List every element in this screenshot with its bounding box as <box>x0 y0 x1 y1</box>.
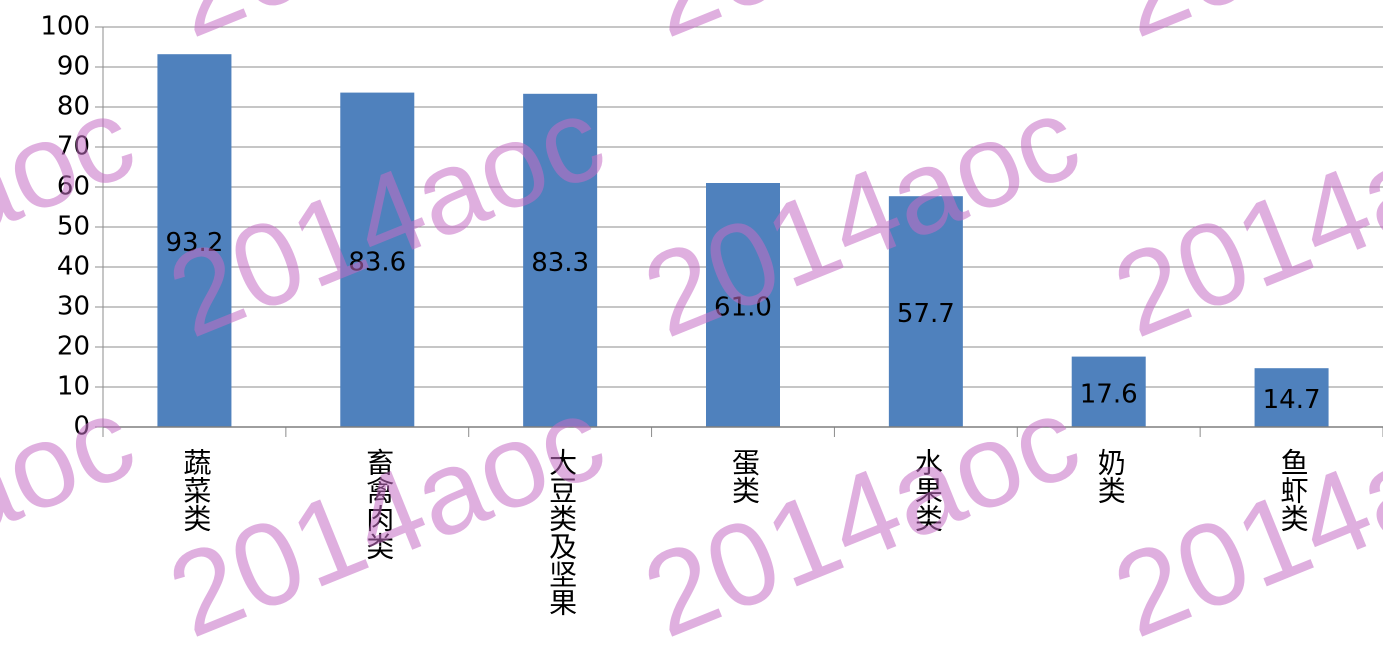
bar <box>157 54 232 427</box>
value-label: 14.7 <box>1263 385 1321 415</box>
value-label: 57.7 <box>897 299 955 329</box>
y-tick-label: 0 <box>73 412 90 442</box>
x-tick-label: 鱼虾类 <box>1277 448 1310 532</box>
y-tick-label: 30 <box>57 292 90 322</box>
watermark: 2014aoc <box>0 371 151 657</box>
y-tick-label: 10 <box>57 372 90 402</box>
value-label: 93.2 <box>165 228 223 258</box>
value-label: 83.3 <box>531 248 589 278</box>
y-tick-label: 60 <box>57 172 90 202</box>
bar <box>1071 356 1146 427</box>
watermark: 2014aoc <box>627 71 1096 363</box>
bar <box>1254 368 1329 427</box>
watermark: 2014aoc <box>627 371 1096 657</box>
watermark: 2014aoc <box>627 0 1096 63</box>
x-tick-label: 奶类 <box>1094 448 1127 504</box>
bar <box>523 93 598 428</box>
y-tick-label: 50 <box>57 212 90 242</box>
bar <box>340 92 415 427</box>
bar <box>888 196 963 427</box>
watermark: 2014aoc <box>1097 0 1383 63</box>
x-tick-label: 水果类 <box>911 448 944 532</box>
value-label: 17.6 <box>1080 379 1138 409</box>
y-tick-label: 100 <box>40 12 90 42</box>
x-tick-label: 蛋类 <box>728 448 761 504</box>
bar <box>706 183 780 427</box>
y-tick-label: 90 <box>57 52 90 82</box>
x-tick-label: 大豆类及坚果 <box>545 448 578 616</box>
y-tick-label: 70 <box>57 132 90 162</box>
y-tick-label: 80 <box>57 92 90 122</box>
y-tick-label: 40 <box>57 252 90 282</box>
value-label: 83.6 <box>348 247 406 277</box>
watermark: 2014aoc <box>152 0 621 63</box>
value-label: 61.0 <box>714 293 772 323</box>
y-tick-label: 20 <box>57 332 90 362</box>
watermark: 2014aoc <box>1097 71 1383 363</box>
x-tick-label: 畜禽肉类 <box>362 448 395 560</box>
x-tick-label: 蔬菜类 <box>179 448 212 532</box>
